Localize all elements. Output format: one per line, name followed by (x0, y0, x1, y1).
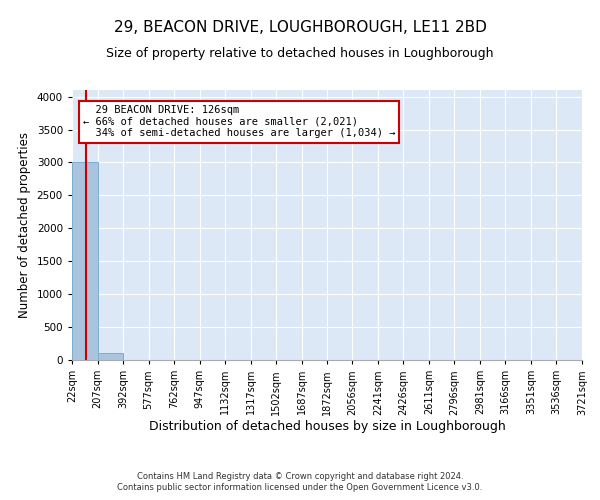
Y-axis label: Number of detached properties: Number of detached properties (18, 132, 31, 318)
Text: 29 BEACON DRIVE: 126sqm
← 66% of detached houses are smaller (2,021)
  34% of se: 29 BEACON DRIVE: 126sqm ← 66% of detache… (83, 105, 395, 138)
Bar (98, 354, 123, 360)
Text: Contains public sector information licensed under the Open Government Licence v3: Contains public sector information licen… (118, 484, 482, 492)
Text: Size of property relative to detached houses in Loughborough: Size of property relative to detached ho… (106, 48, 494, 60)
X-axis label: Distribution of detached houses by size in Loughborough: Distribution of detached houses by size … (149, 420, 505, 433)
Text: 29, BEACON DRIVE, LOUGHBOROUGH, LE11 2BD: 29, BEACON DRIVE, LOUGHBOROUGH, LE11 2BD (113, 20, 487, 35)
Text: Contains HM Land Registry data © Crown copyright and database right 2024.: Contains HM Land Registry data © Crown c… (137, 472, 463, 481)
Bar (72, 162, 98, 360)
